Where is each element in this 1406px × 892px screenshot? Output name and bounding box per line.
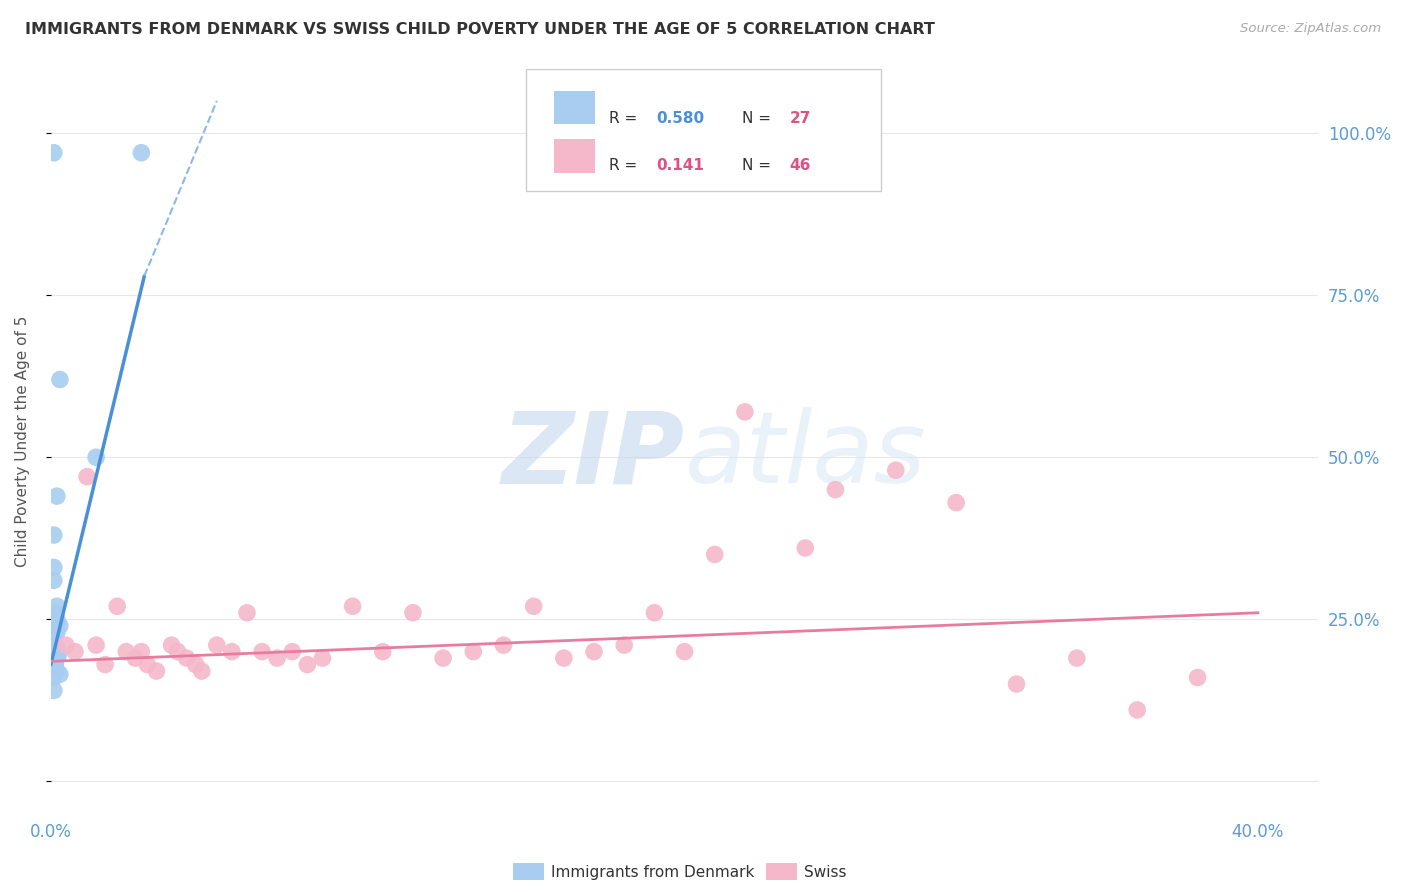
Point xyxy=(45,625,67,640)
Point xyxy=(42,671,65,685)
Text: atlas: atlas xyxy=(685,408,927,505)
Point xyxy=(42,683,65,698)
Point xyxy=(44,638,66,652)
Point xyxy=(42,645,65,659)
Text: R =: R = xyxy=(609,111,641,126)
Point xyxy=(45,664,67,678)
Point xyxy=(136,657,159,672)
Point xyxy=(734,405,756,419)
Point xyxy=(42,632,65,646)
Point xyxy=(42,661,65,675)
Point xyxy=(250,645,273,659)
Point xyxy=(221,645,243,659)
Point xyxy=(45,612,67,626)
Point xyxy=(49,667,72,681)
FancyBboxPatch shape xyxy=(554,91,595,124)
Point xyxy=(236,606,259,620)
Y-axis label: Child Poverty Under the Age of 5: Child Poverty Under the Age of 5 xyxy=(15,316,30,566)
Point xyxy=(1126,703,1149,717)
Point xyxy=(297,657,319,672)
Text: IMMIGRANTS FROM DENMARK VS SWISS CHILD POVERTY UNDER THE AGE OF 5 CORRELATION CH: IMMIGRANTS FROM DENMARK VS SWISS CHILD P… xyxy=(25,22,935,37)
Point xyxy=(371,645,394,659)
Point xyxy=(463,645,485,659)
Point xyxy=(131,145,153,160)
Point xyxy=(44,606,66,620)
Point xyxy=(190,664,212,678)
Point xyxy=(1005,677,1028,691)
Point xyxy=(643,606,665,620)
Point xyxy=(63,645,86,659)
Point xyxy=(42,654,65,668)
Text: 27: 27 xyxy=(790,111,811,126)
Point xyxy=(45,641,67,656)
Point xyxy=(824,483,846,497)
Point xyxy=(42,145,65,160)
Point xyxy=(49,618,72,632)
Point xyxy=(176,651,198,665)
Point xyxy=(55,638,77,652)
Point xyxy=(160,638,183,652)
Point xyxy=(311,651,333,665)
Point xyxy=(49,372,72,386)
Point xyxy=(45,489,67,503)
Text: N =: N = xyxy=(741,111,776,126)
Point xyxy=(342,599,364,614)
Point xyxy=(131,645,153,659)
Point xyxy=(553,651,575,665)
FancyBboxPatch shape xyxy=(554,139,595,173)
Point xyxy=(1066,651,1088,665)
Point xyxy=(105,599,128,614)
Point xyxy=(1187,671,1209,685)
Point xyxy=(281,645,304,659)
Point xyxy=(703,548,725,562)
Point xyxy=(205,638,228,652)
Point xyxy=(523,599,546,614)
Text: Swiss: Swiss xyxy=(804,865,846,880)
Point xyxy=(145,664,167,678)
Point xyxy=(945,495,967,509)
Point xyxy=(184,657,207,672)
Point xyxy=(266,651,288,665)
Point xyxy=(582,645,605,659)
Point xyxy=(402,606,425,620)
Point xyxy=(44,657,66,672)
Text: Immigrants from Denmark: Immigrants from Denmark xyxy=(551,865,755,880)
Point xyxy=(76,469,98,483)
Point xyxy=(84,638,107,652)
Point xyxy=(124,651,146,665)
Text: N =: N = xyxy=(741,158,776,173)
Point xyxy=(492,638,515,652)
Point xyxy=(48,648,70,662)
Point xyxy=(42,528,65,542)
Point xyxy=(42,560,65,574)
Point xyxy=(94,657,117,672)
Text: 0.141: 0.141 xyxy=(657,158,704,173)
Text: 46: 46 xyxy=(790,158,811,173)
Point xyxy=(166,645,188,659)
FancyBboxPatch shape xyxy=(526,69,882,192)
Point xyxy=(884,463,907,477)
Point xyxy=(613,638,636,652)
Point xyxy=(84,450,107,465)
Text: 0.580: 0.580 xyxy=(657,111,704,126)
Point xyxy=(115,645,138,659)
Text: ZIP: ZIP xyxy=(502,408,685,505)
Point xyxy=(673,645,696,659)
Text: Source: ZipAtlas.com: Source: ZipAtlas.com xyxy=(1240,22,1381,36)
Point xyxy=(45,599,67,614)
Point xyxy=(432,651,454,665)
Point xyxy=(42,651,65,665)
Point xyxy=(45,651,67,665)
Point xyxy=(42,574,65,588)
Point xyxy=(794,541,817,555)
Text: R =: R = xyxy=(609,158,641,173)
